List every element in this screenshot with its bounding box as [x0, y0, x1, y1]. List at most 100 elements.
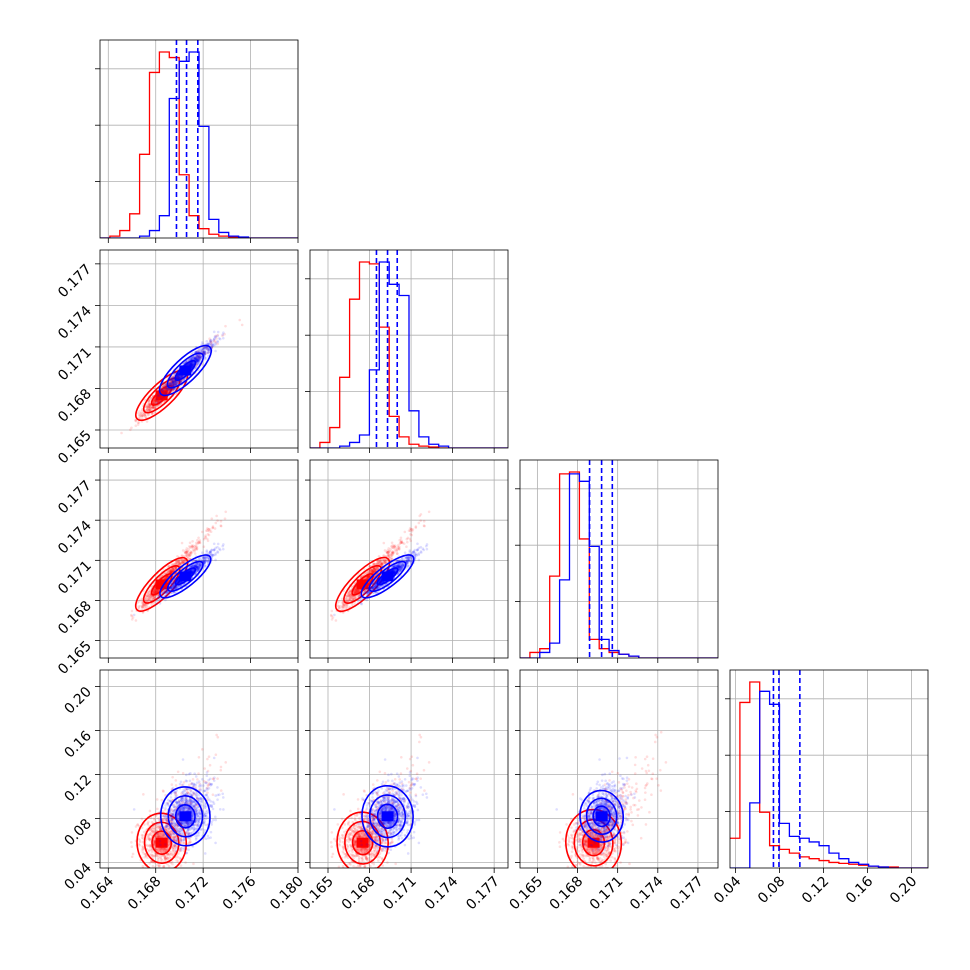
scatter-point — [192, 563, 196, 567]
scatter-point — [164, 387, 167, 390]
scatter-point — [353, 582, 357, 585]
scatter-point — [158, 596, 161, 600]
scatter-point — [195, 354, 199, 357]
scatter-point — [371, 569, 375, 573]
scatter-point — [199, 563, 203, 567]
scatter-point — [148, 408, 152, 412]
scatter-point — [213, 335, 217, 338]
scatter-point — [373, 562, 376, 566]
scatter-point — [190, 564, 193, 568]
scatter-point — [147, 405, 150, 409]
scatter-point — [191, 351, 194, 354]
scatter-point — [179, 580, 182, 584]
scatter-point — [353, 590, 357, 594]
scatter-point — [189, 551, 193, 554]
scatter-point — [197, 354, 201, 358]
scatter-point — [151, 406, 155, 409]
scatter-point — [187, 553, 191, 556]
scatter-point — [195, 547, 199, 550]
scatter-point — [152, 582, 156, 585]
scatter-point — [150, 405, 154, 409]
scatter-point — [190, 362, 193, 366]
scatter-point — [179, 558, 182, 562]
scatter-point — [372, 585, 376, 589]
scatter-point — [396, 562, 400, 566]
scatter-point — [406, 536, 410, 540]
scatter-point — [171, 381, 175, 385]
scatter-point — [169, 568, 172, 572]
scatter-point — [142, 603, 146, 607]
scatter-point — [194, 357, 198, 361]
scatter-point — [184, 548, 188, 552]
scatter-point — [192, 355, 196, 359]
scatter-point — [142, 603, 145, 606]
scatter-point — [189, 553, 192, 557]
scatter-point — [162, 384, 166, 387]
scatter-point — [198, 541, 201, 545]
scatter-point — [192, 546, 195, 549]
scatter-point — [391, 544, 394, 547]
scatter-point — [201, 341, 204, 344]
scatter-point — [194, 563, 198, 566]
scatter-point — [341, 606, 344, 610]
scatter-point — [195, 355, 199, 359]
scatter-point — [348, 596, 352, 599]
scatter-point — [184, 551, 188, 555]
scatter-point — [211, 553, 215, 557]
scatter-point — [178, 376, 182, 379]
scatter-point — [392, 546, 395, 550]
scatter-point — [136, 421, 140, 424]
scatter-point — [196, 349, 200, 353]
scatter-point — [205, 351, 209, 355]
scatter-point — [354, 588, 358, 591]
scatter-point — [390, 554, 393, 558]
scatter-point — [162, 392, 166, 395]
scatter-point — [380, 562, 384, 566]
scatter-point — [343, 603, 346, 607]
scatter-point — [183, 550, 187, 554]
scatter-point — [355, 590, 359, 594]
scatter-point — [188, 554, 191, 558]
scatter-point — [191, 568, 194, 572]
scatter-point — [198, 557, 202, 560]
scatter-point — [195, 356, 198, 360]
scatter-point — [152, 401, 156, 404]
scatter-point — [348, 589, 352, 592]
scatter-point — [387, 556, 391, 559]
scatter-point — [176, 375, 180, 379]
scatter-point — [207, 341, 210, 345]
scatter-point — [397, 564, 401, 568]
scatter-point — [188, 545, 191, 548]
scatter-point — [203, 352, 206, 356]
scatter-point — [196, 565, 199, 568]
scatter-point — [380, 563, 384, 566]
scatter-point — [165, 592, 169, 595]
scatter-point — [190, 362, 193, 365]
scatter-point — [167, 387, 170, 391]
scatter-point — [143, 604, 147, 607]
contour-series-1 — [166, 560, 204, 593]
scatter-point — [180, 541, 184, 545]
scatter-point — [150, 396, 153, 400]
scatter-point — [202, 350, 206, 354]
scatter-point — [187, 548, 190, 551]
scatter-point — [140, 597, 144, 601]
scatter-point — [156, 593, 160, 597]
scatter-point — [190, 363, 194, 366]
scatter-point — [353, 595, 357, 598]
scatter-point — [193, 564, 197, 568]
scatter-point — [199, 558, 203, 562]
scatter-point — [189, 363, 192, 366]
scatter-point — [146, 592, 149, 596]
scatter-point — [216, 333, 220, 337]
scatter-point — [372, 568, 376, 572]
scatter-point — [153, 590, 156, 594]
scatter-point — [197, 563, 201, 567]
scatter-point — [395, 548, 399, 552]
scatter-point — [187, 363, 191, 366]
scatter-point — [179, 375, 183, 379]
scatter-point — [153, 589, 157, 592]
scatter-point — [134, 619, 138, 622]
scatter-point — [132, 613, 136, 617]
scatter-point — [374, 567, 378, 571]
